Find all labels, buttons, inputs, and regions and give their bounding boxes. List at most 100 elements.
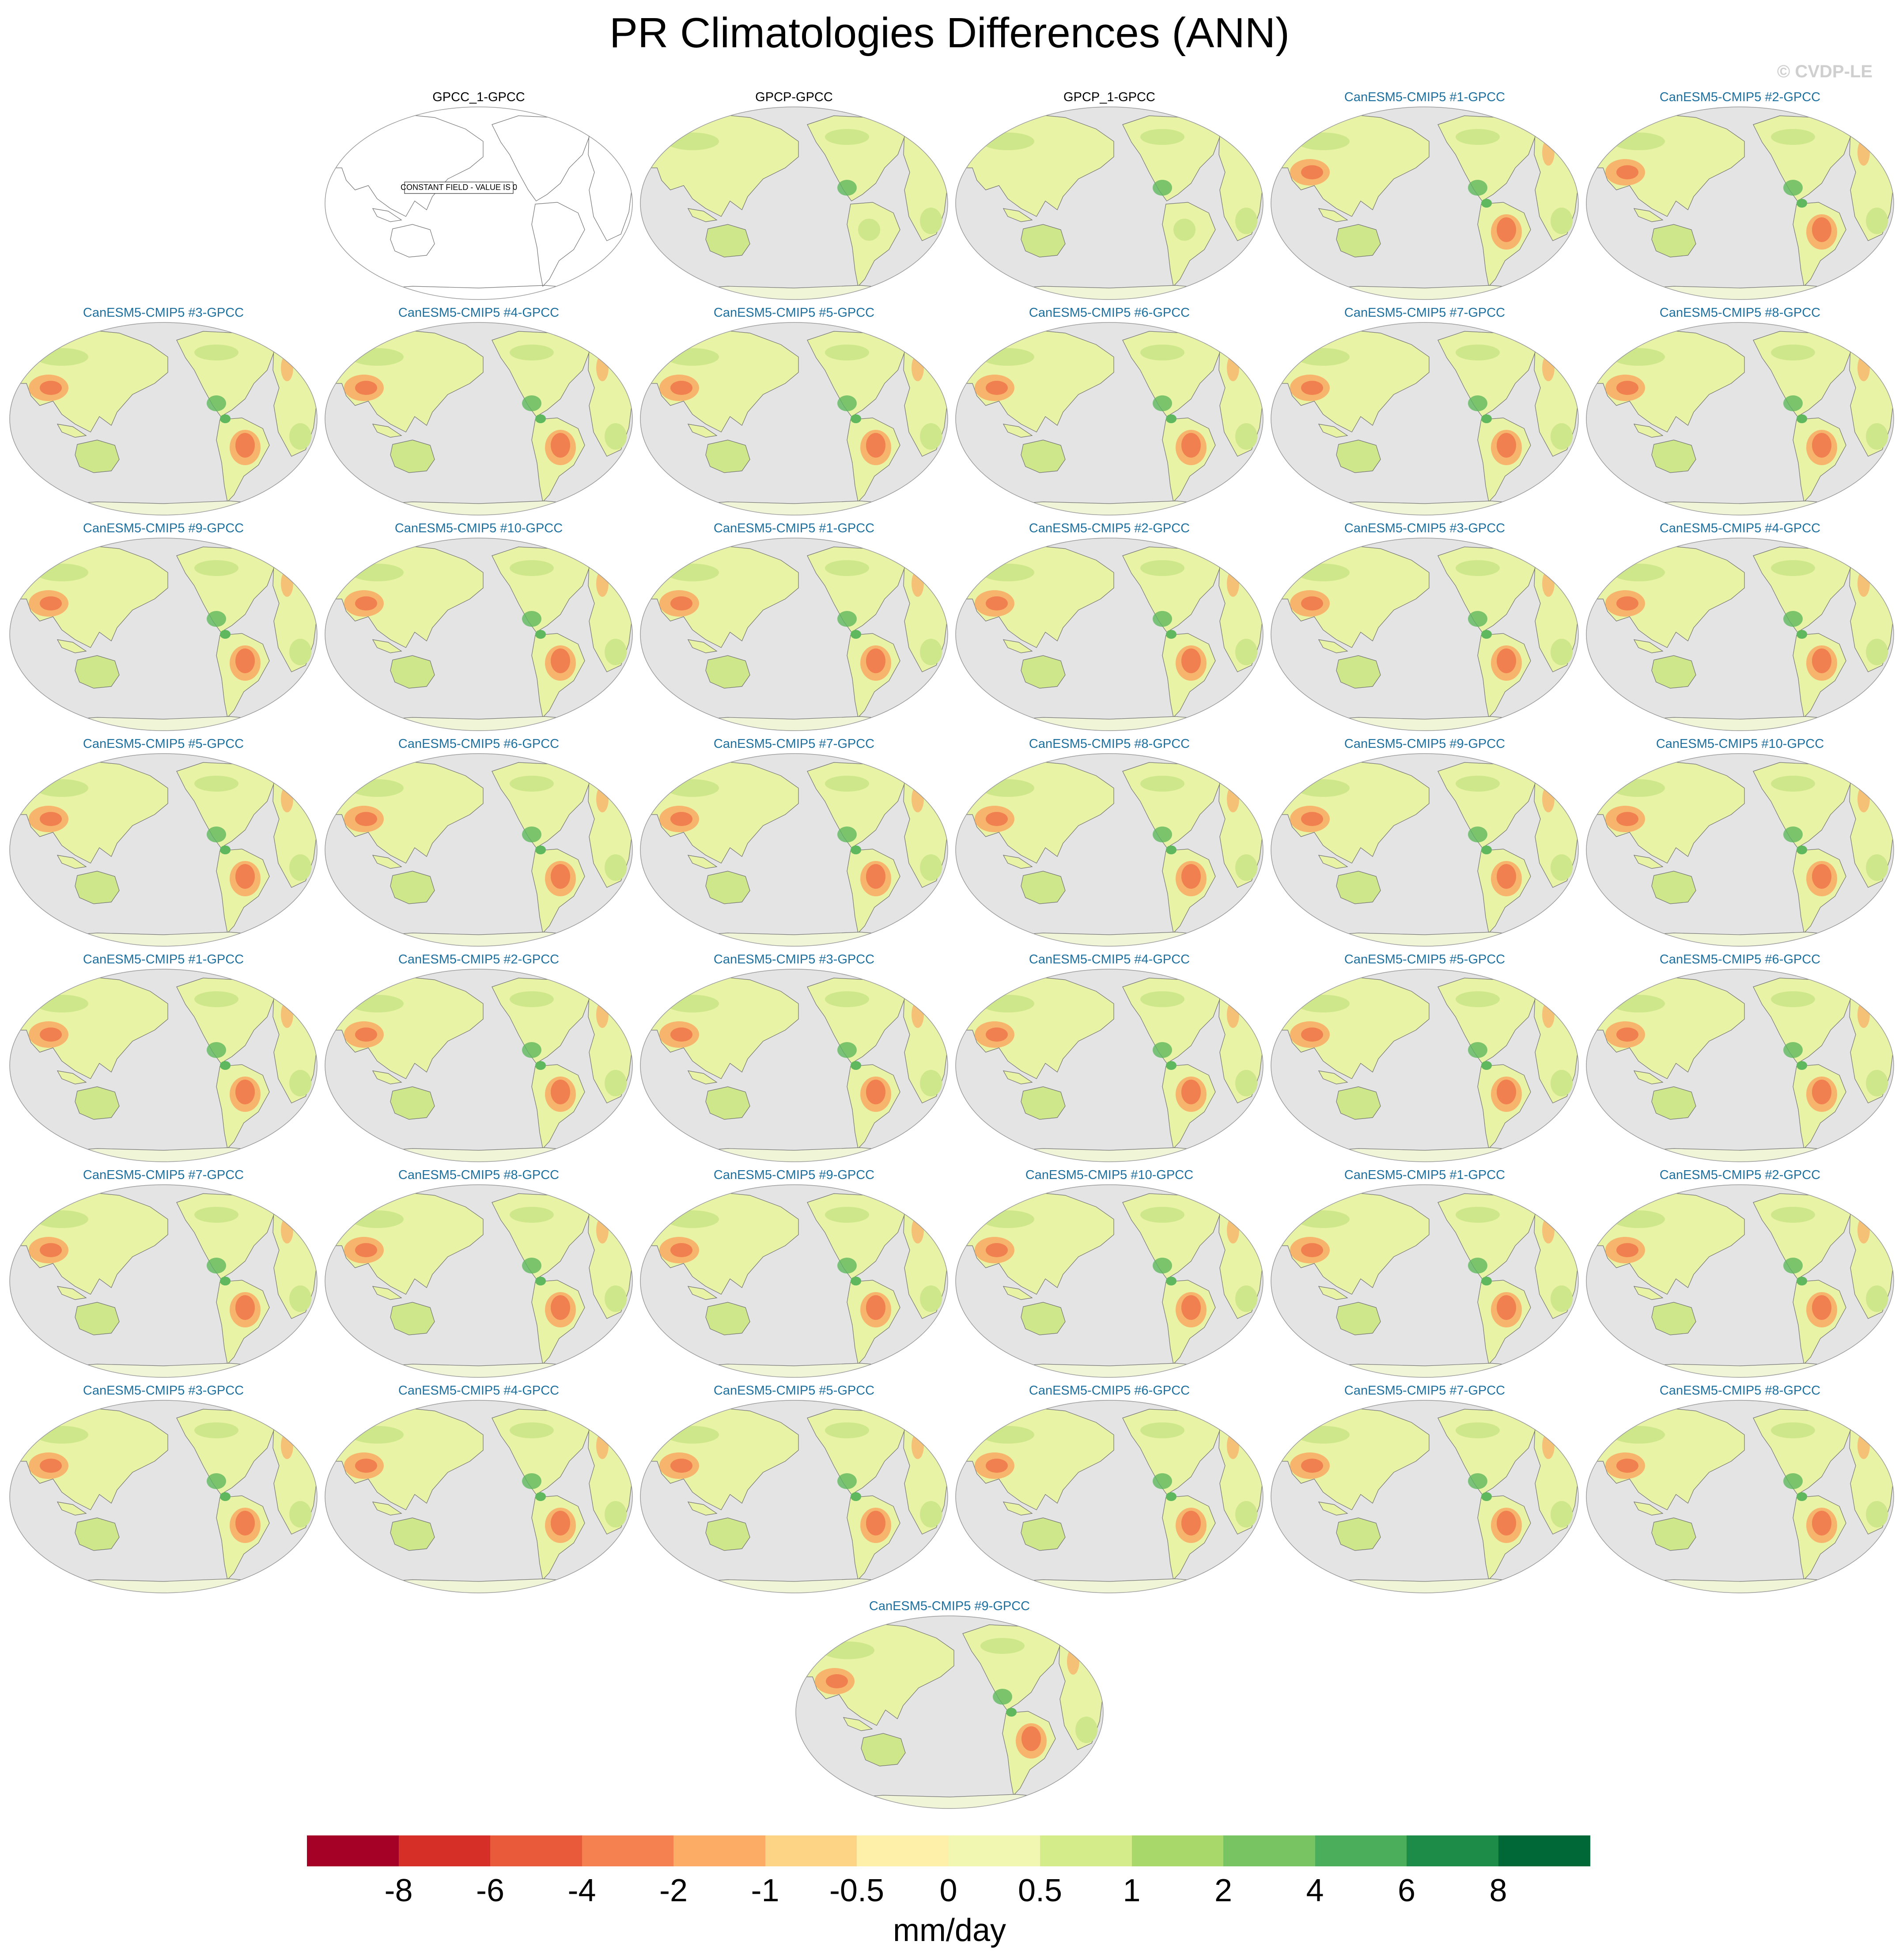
europe-dry-patch xyxy=(912,1001,924,1028)
canada-wet-patch xyxy=(825,560,869,576)
amazon-dry-core xyxy=(235,864,255,889)
map-border xyxy=(955,106,1263,300)
map-panel: CanESM5-CMIP5 #6-GPCC xyxy=(955,304,1264,516)
map-border xyxy=(640,969,948,1162)
map-border xyxy=(1271,969,1579,1162)
europe-dry-patch xyxy=(1542,1433,1555,1459)
amazon-dry-core xyxy=(1812,1080,1831,1104)
world-map xyxy=(955,106,1263,300)
panel-title: CanESM5-CMIP5 #3-GPCC xyxy=(1344,521,1506,535)
map-border xyxy=(325,106,633,300)
boreal-wet-patch xyxy=(981,564,1034,581)
colorbar-swatch xyxy=(490,1835,582,1866)
amazon-dry-core xyxy=(235,1080,255,1104)
australia-landmass xyxy=(390,871,435,904)
andes-wet-patch xyxy=(535,1277,546,1285)
canada-wet-patch xyxy=(1456,129,1500,145)
africa-wet-patch xyxy=(920,1501,942,1528)
australia-landmass xyxy=(75,1517,120,1551)
map-border xyxy=(955,1184,1263,1378)
andes-wet-patch xyxy=(1797,1277,1807,1285)
canada-wet-patch xyxy=(194,560,238,576)
map-border xyxy=(1271,1400,1579,1593)
panel-title: CanESM5-CMIP5 #1-GPCC xyxy=(83,952,244,967)
panel-title: CanESM5-CMIP5 #10-GPCC xyxy=(394,521,563,535)
colorbar-tick-label: -4 xyxy=(567,1873,596,1908)
europe-dry-patch xyxy=(1067,1648,1079,1675)
land-layer xyxy=(956,329,1263,515)
central-america-wet-patch xyxy=(207,1042,226,1058)
central-america-wet-patch xyxy=(837,611,857,627)
world-map xyxy=(640,1400,948,1593)
land-layer xyxy=(1271,114,1578,299)
amazon-dry-core xyxy=(1812,648,1831,673)
land-layer xyxy=(10,976,317,1162)
australia-landmass xyxy=(705,871,750,904)
boreal-wet-patch xyxy=(35,564,88,581)
africa-wet-patch xyxy=(1551,423,1573,450)
europe-dry-patch xyxy=(912,1217,924,1243)
maritime-continent xyxy=(1318,1286,1348,1300)
andes-wet-patch xyxy=(220,1277,231,1285)
boreal-wet-patch xyxy=(351,995,404,1012)
australia-landmass xyxy=(1021,871,1066,904)
panel-title: CanESM5-CMIP5 #10-GPCC xyxy=(1025,1168,1194,1182)
panel-title: CanESM5-CMIP5 #2-GPCC xyxy=(1659,90,1821,104)
world-map xyxy=(1271,106,1579,300)
amazon-dry-core xyxy=(1497,217,1516,242)
maritime-continent xyxy=(57,639,87,653)
amazon-dry-core xyxy=(551,1080,570,1104)
canada-wet-patch xyxy=(825,129,869,145)
world-map xyxy=(325,969,633,1162)
world-map xyxy=(955,753,1263,947)
map-panel: CanESM5-CMIP5 #9-GPCC xyxy=(639,1166,949,1378)
australia-landmass xyxy=(705,1086,750,1120)
central-america-wet-patch xyxy=(1153,1042,1172,1058)
land-layer xyxy=(1271,1407,1578,1593)
map-panel: CanESM5-CMIP5 #5-GPCC xyxy=(1270,951,1579,1163)
south-asia-dry-core xyxy=(670,1027,692,1042)
africa-wet-patch xyxy=(1235,854,1257,881)
world-map xyxy=(955,969,1263,1162)
boreal-wet-patch xyxy=(1297,133,1350,150)
map-border xyxy=(325,538,633,731)
world-map: CONSTANT FIELD - VALUE IS 0 xyxy=(325,106,633,300)
central-america-wet-patch xyxy=(1153,826,1172,842)
map-border xyxy=(1586,753,1894,947)
australia-landmass xyxy=(705,440,750,473)
map-panel: CanESM5-CMIP5 #9-GPCC xyxy=(795,1597,1104,1809)
africa-wet-patch xyxy=(1235,1070,1257,1096)
south-asia-dry-core xyxy=(1301,381,1323,395)
andes-wet-patch xyxy=(1797,414,1807,423)
map-border xyxy=(640,753,948,947)
maritime-continent xyxy=(843,1717,873,1731)
europe-dry-patch xyxy=(1227,786,1239,812)
south-asia-dry-core xyxy=(355,596,377,610)
boreal-wet-patch xyxy=(981,133,1034,150)
amazon-dry-core xyxy=(551,864,570,889)
maritime-continent xyxy=(1633,1070,1664,1084)
africa-wet-patch xyxy=(1235,208,1257,234)
colorbar-swatch xyxy=(673,1835,765,1866)
europe-dry-patch xyxy=(281,1217,293,1243)
canada-wet-patch xyxy=(510,776,554,792)
canada-wet-patch xyxy=(1456,1207,1500,1223)
panel-title: CanESM5-CMIP5 #1-GPCC xyxy=(713,521,875,535)
boreal-wet-patch xyxy=(35,1210,88,1228)
central-america-wet-patch xyxy=(837,395,857,411)
map-border xyxy=(325,1400,633,1593)
boreal-wet-patch xyxy=(1297,995,1350,1012)
world-map xyxy=(325,1400,633,1593)
boreal-wet-patch xyxy=(351,779,404,797)
map-border xyxy=(955,753,1263,947)
boreal-wet-patch xyxy=(351,1210,404,1228)
central-america-wet-patch xyxy=(1783,826,1803,842)
maritime-continent xyxy=(372,1501,402,1516)
canada-wet-patch xyxy=(1140,560,1184,576)
world-map xyxy=(1586,753,1894,947)
andes-wet-patch xyxy=(1481,199,1492,208)
maritime-continent xyxy=(1633,208,1664,222)
panel-title: CanESM5-CMIP5 #6-GPCC xyxy=(1029,1384,1190,1398)
map-border xyxy=(640,538,948,731)
south-asia-dry-core xyxy=(670,596,692,610)
